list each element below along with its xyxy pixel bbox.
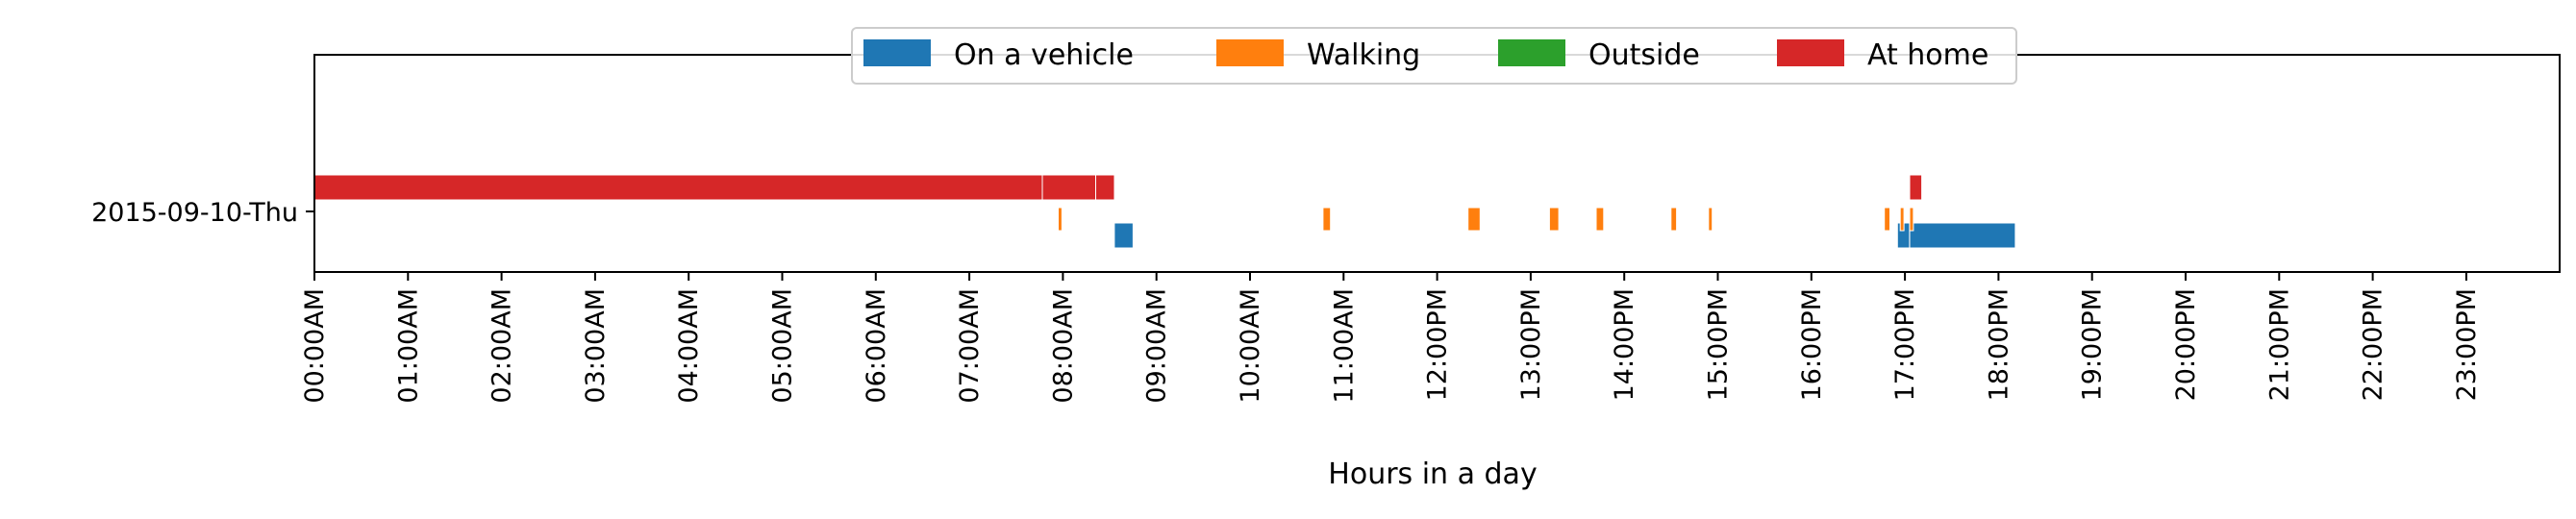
bar-walking-1 bbox=[1322, 207, 1332, 232]
bar-walking-6 bbox=[1708, 207, 1713, 232]
bar-at-home-0 bbox=[313, 174, 1043, 201]
legend-label-on-a-vehicle: On a vehicle bbox=[954, 38, 1134, 72]
bar-on-a-vehicle-2 bbox=[1909, 222, 2016, 249]
bar-walking-9 bbox=[1909, 207, 1914, 232]
plot-background bbox=[314, 55, 2560, 272]
x-tick-label: 22:00PM bbox=[2359, 288, 2388, 401]
bar-walking-5 bbox=[1670, 207, 1678, 232]
x-tick-label: 13:00PM bbox=[1516, 288, 1546, 401]
x-tick-label: 06:00AM bbox=[862, 288, 891, 404]
legend-swatch-at-home bbox=[1777, 39, 1844, 66]
bar-walking-2 bbox=[1467, 207, 1481, 232]
x-axis: 00:00AM 01:00AM 02:00AM 03:00AM 04:00AM 05:00… bbox=[300, 272, 2482, 404]
x-tick-label: 01:00AM bbox=[393, 288, 423, 404]
x-tick-label: 05:00AM bbox=[768, 288, 798, 404]
x-tick-label: 17:00PM bbox=[1890, 288, 1920, 401]
x-tick-label: 21:00PM bbox=[2264, 288, 2294, 401]
bar-walking-0 bbox=[1058, 207, 1063, 232]
x-tick-label: 15:00PM bbox=[1704, 288, 1734, 401]
bar-on-a-vehicle-0 bbox=[1113, 222, 1134, 249]
x-tick-label: 16:00PM bbox=[1797, 288, 1827, 401]
x-tick-label: 18:00PM bbox=[1984, 288, 2013, 401]
bar-walking-7 bbox=[1884, 207, 1890, 232]
y-axis: 2015-09-10-Thu bbox=[91, 198, 314, 228]
legend-label-outside: Outside bbox=[1588, 38, 1700, 72]
x-tick-label: 09:00AM bbox=[1142, 288, 1172, 404]
x-tick-label: 20:00PM bbox=[2171, 288, 2201, 401]
legend: On a vehicle Walking Outside At home bbox=[851, 27, 2017, 85]
bar-walking-4 bbox=[1595, 207, 1605, 232]
x-tick-label: 08:00AM bbox=[1048, 288, 1078, 404]
x-tick-label: 23:00PM bbox=[2452, 288, 2482, 401]
x-tick-label: 00:00AM bbox=[300, 288, 330, 404]
x-axis-label: Hours in a day bbox=[1328, 457, 1537, 491]
x-tick-label: 02:00AM bbox=[488, 288, 517, 404]
x-tick-label: 11:00AM bbox=[1329, 288, 1359, 404]
x-tick-label: 14:00PM bbox=[1610, 288, 1639, 401]
bar-at-home-2 bbox=[1095, 174, 1115, 201]
x-tick-label: 03:00AM bbox=[581, 288, 611, 404]
legend-label-walking: Walking bbox=[1307, 38, 1420, 72]
legend-swatch-walking bbox=[1216, 39, 1284, 66]
y-tick-label: 2015-09-10-Thu bbox=[91, 198, 298, 228]
bar-at-home-1 bbox=[1041, 174, 1096, 201]
bar-walking-8 bbox=[1899, 207, 1905, 232]
x-tick-label: 07:00AM bbox=[955, 288, 985, 404]
legend-label-at-home: At home bbox=[1867, 38, 1988, 72]
x-tick-label: 10:00AM bbox=[1236, 288, 1265, 404]
legend-box bbox=[851, 27, 2017, 85]
legend-swatch-on-a-vehicle bbox=[863, 39, 931, 66]
x-tick-label: 19:00PM bbox=[2078, 288, 2108, 401]
legend-swatch-outside bbox=[1498, 39, 1565, 66]
bar-walking-3 bbox=[1548, 207, 1560, 232]
bar-at-home-3 bbox=[1909, 174, 1923, 201]
x-tick-label: 04:00AM bbox=[674, 288, 704, 404]
bars-layer bbox=[313, 174, 2016, 249]
x-tick-label: 12:00PM bbox=[1423, 288, 1453, 401]
